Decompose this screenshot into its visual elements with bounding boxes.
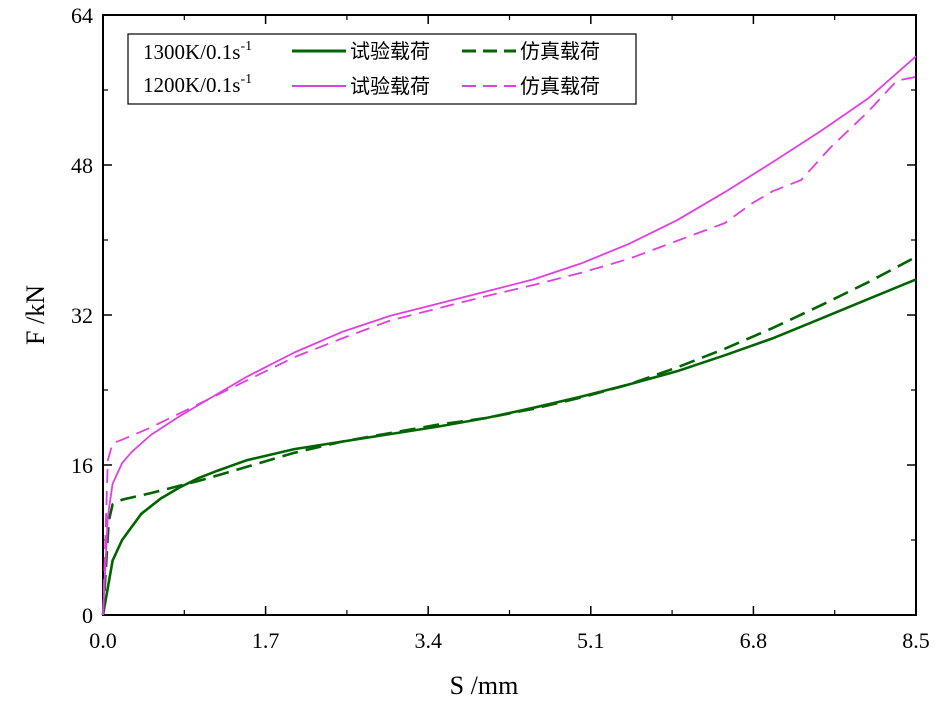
x-tick-label: 1.7 <box>252 628 280 653</box>
x-tick-label: 6.8 <box>740 628 768 653</box>
legend-label-1200k-sim: 仿真载荷 <box>520 74 600 98</box>
series-line-1200k-test <box>102 55 917 616</box>
y-tick-label: 64 <box>71 3 93 28</box>
y-tick-label: 0 <box>82 603 93 628</box>
legend-label-1200k-test: 试验载荷 <box>350 74 430 98</box>
y-tick-label: 48 <box>71 153 93 178</box>
y-axis-title: F /kN <box>21 285 50 345</box>
legend-condition-1300k: 1300K/0.1s-1 <box>143 39 252 64</box>
y-tick-label: 16 <box>71 453 93 478</box>
legend-condition-1200k: 1200K/0.1s-1 <box>143 72 252 97</box>
legend-label-1300k-test: 试验载荷 <box>350 39 430 63</box>
series-line-1200k-sim <box>102 76 917 616</box>
plot-frame <box>102 14 917 616</box>
legend-label-1300k-sim: 仿真载荷 <box>520 39 600 63</box>
series-layer <box>101 55 917 616</box>
x-axis-title: S /mm <box>450 671 519 700</box>
series-line-1300k-test <box>101 278 917 616</box>
series-line-1300k-sim <box>101 255 917 616</box>
ticks <box>102 14 917 616</box>
x-tick-label: 0.0 <box>89 628 117 653</box>
y-tick-label: 32 <box>71 303 93 328</box>
x-tick-label: 5.1 <box>577 628 605 653</box>
legend-box <box>127 33 637 105</box>
x-tick-label: 3.4 <box>414 628 442 653</box>
x-tick-label: 8.5 <box>902 628 930 653</box>
tick-labels: 0.0 1.7 3.4 5.1 6.8 8.5 0 16 32 48 64 <box>71 3 930 653</box>
legend: 1300K/0.1s-1 试验载荷 仿真载荷 1200K/0.1s-1 试验载荷… <box>127 33 637 105</box>
